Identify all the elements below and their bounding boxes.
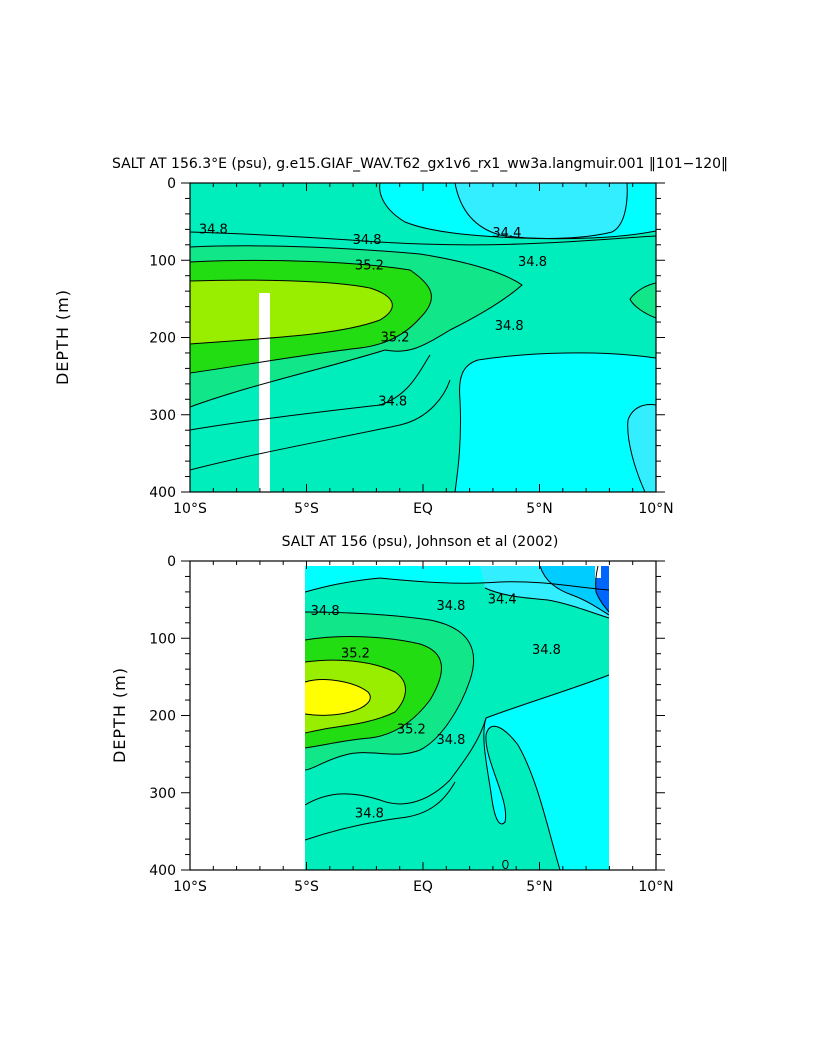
- panel-1-tick-labels: 10°S 5°S EQ 5°N 10°N 0 100 200 300 400: [149, 176, 673, 517]
- x-tick-label: EQ: [413, 879, 433, 895]
- panel-model: SALT AT 156.3°E (psu), g.e15.GIAF_WAV.T6…: [53, 156, 728, 517]
- region-34-2-34-4: [540, 566, 609, 615]
- contour-label: 35.2: [397, 722, 426, 737]
- missing-data-notch: [595, 566, 601, 578]
- contour-label: 34.8: [518, 255, 547, 270]
- x-tick-label: 5°S: [294, 879, 319, 895]
- y-tick-label: 400: [149, 485, 176, 501]
- y-tick-label: 200: [149, 331, 176, 347]
- contour-label: 34.8: [378, 395, 407, 410]
- x-tick-label: 10°S: [173, 879, 207, 895]
- y-tick-label: 100: [149, 253, 176, 269]
- contour-label: 34.8: [436, 733, 465, 748]
- panel-2-tick-labels: 10°S 5°S EQ 5°N 10°N 0 100 200 300 400: [149, 554, 673, 895]
- panel-1-y-label: DEPTH (m): [53, 289, 72, 385]
- y-tick-label: 400: [149, 863, 176, 879]
- contour-label: 34.8: [532, 643, 561, 658]
- panel-1-ticks: [181, 182, 665, 493]
- contour-label: 34.8: [199, 222, 228, 237]
- y-tick-label: 300: [149, 786, 176, 802]
- contour-label: 34.4: [492, 226, 521, 241]
- contour-label: 35.2: [381, 331, 410, 346]
- panel-2-y-label: DEPTH (m): [110, 667, 129, 763]
- region-35-0-35-2-east: [630, 283, 656, 318]
- x-tick-label: EQ: [413, 501, 433, 517]
- contour-label: 35.2: [355, 259, 384, 274]
- x-tick-label: 10°S: [173, 501, 207, 517]
- panel-1-fill: [190, 183, 656, 492]
- y-tick-label: 200: [149, 709, 176, 725]
- x-tick-label: 10°N: [638, 501, 673, 517]
- region-34-4-34-6-lower: [627, 404, 656, 492]
- contour-label: 34.8: [355, 807, 384, 822]
- panel-1-contour-lines: [189, 182, 657, 493]
- panel-2-contour-lines: [304, 565, 610, 871]
- x-tick-label: 10°N: [638, 879, 673, 895]
- y-tick-label: 0: [167, 176, 176, 192]
- region-34-6-34-8-east: [483, 675, 609, 870]
- region-34-6-34-8-lower: [455, 352, 656, 492]
- panel-2-ticks: [181, 560, 665, 871]
- region-35-4-35-6: [190, 280, 393, 344]
- panel-2-fill: [305, 566, 609, 870]
- y-tick-label: 300: [149, 408, 176, 424]
- contour-label: 34.8: [311, 604, 340, 619]
- missing-data-bar: [259, 293, 270, 492]
- region-above-35-6: [305, 679, 371, 716]
- panel-2-title: SALT AT 156 (psu), Johnson et al (2002): [282, 534, 559, 550]
- contour-label: 34.8: [353, 233, 382, 248]
- contour-label: 34.4: [488, 593, 517, 608]
- panel-2-contour-labels: 34.8 34.8 34.4 34.8 35.2 35.2 34.8 34.8: [311, 593, 561, 822]
- region-34-4-34-6: [455, 183, 628, 239]
- x-tick-label: 5°S: [294, 501, 319, 517]
- contour-label: 34.8: [495, 319, 524, 334]
- panel-1-contour-labels: 34.8 34.8 35.2 34.4 34.8 34.8 35.2 34.8: [199, 222, 547, 410]
- x-tick-label: 5°N: [526, 879, 552, 895]
- panel-observations: SALT AT 156 (psu), Johnson et al (2002): [110, 534, 674, 895]
- y-tick-label: 100: [149, 631, 176, 647]
- x-tick-label: 5°N: [526, 501, 552, 517]
- panel-1-title: SALT AT 156.3°E (psu), g.e15.GIAF_WAV.T6…: [112, 156, 728, 172]
- contour-label: 35.2: [341, 647, 370, 662]
- y-tick-label: 0: [167, 554, 176, 570]
- contour-label: 34.8: [436, 599, 465, 614]
